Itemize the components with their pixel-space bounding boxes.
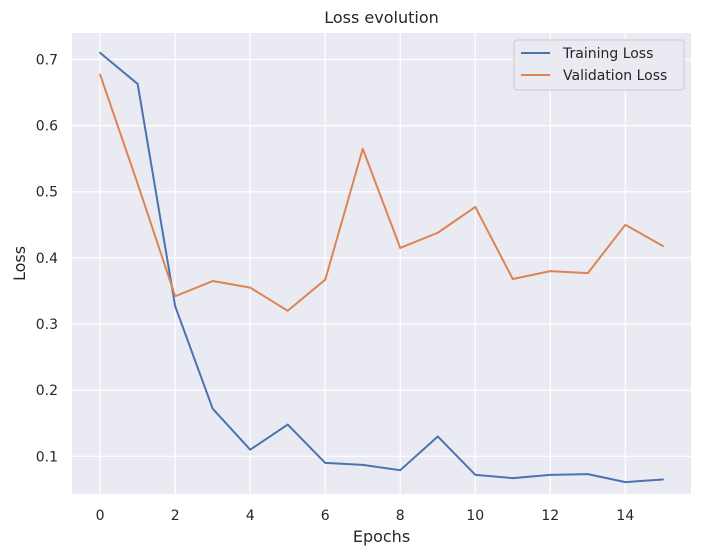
x-tick-labels: 0 2 4 6 8 10 12 14	[96, 508, 635, 524]
legend-label-training-loss: Training Loss	[562, 46, 653, 62]
x-tick-label: 0	[96, 508, 105, 524]
x-tick-label: 8	[396, 508, 405, 524]
y-tick-label: 0.3	[36, 317, 58, 333]
legend-box	[513, 39, 685, 91]
x-tick-label: 12	[541, 508, 559, 524]
series-lines	[99, 51, 664, 484]
y-tick-label: 0.4	[36, 251, 58, 267]
legend: Training Loss Validation Loss	[513, 39, 685, 91]
y-tick-label: 0.7	[36, 52, 58, 68]
x-tick-label: 10	[466, 508, 484, 524]
grid-lines	[72, 33, 691, 494]
y-tick-label: 0.6	[36, 119, 58, 135]
y-tick-labels: 0.1 0.2 0.3 0.4 0.5 0.6 0.7	[36, 52, 58, 465]
y-tick-label: 0.2	[36, 383, 58, 399]
series-line-training-loss	[99, 51, 664, 484]
x-tick-label: 6	[321, 508, 330, 524]
y-axis-label: Loss	[10, 246, 29, 281]
x-tick-label: 4	[246, 508, 255, 524]
y-tick-label: 0.5	[36, 185, 58, 201]
series-line-validation-loss	[99, 73, 664, 312]
x-tick-label: 2	[171, 508, 180, 524]
chart-title: Loss evolution	[324, 8, 439, 27]
legend-label-validation-loss: Validation Loss	[563, 68, 667, 84]
x-tick-label: 14	[616, 508, 634, 524]
y-tick-label: 0.1	[36, 449, 58, 465]
x-axis-label: Epochs	[353, 527, 410, 546]
